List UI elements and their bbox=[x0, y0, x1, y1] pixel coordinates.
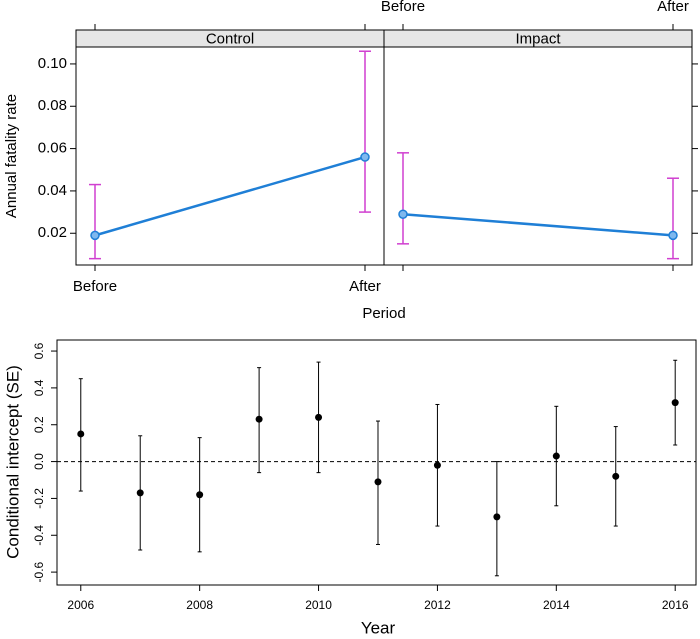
plot-frame bbox=[56, 339, 697, 586]
x-tick-label: 2010 bbox=[305, 598, 332, 612]
panel-frame bbox=[75, 46, 385, 266]
y-tick-label: 0.2 bbox=[32, 416, 46, 433]
y-axis-label: Conditional intercept (SE) bbox=[3, 365, 22, 559]
point bbox=[671, 399, 679, 407]
point bbox=[433, 461, 441, 469]
x-tick-label: 2006 bbox=[67, 598, 94, 612]
y-tick-label: 0.04 bbox=[38, 182, 67, 199]
x-tick-label: 2016 bbox=[662, 598, 689, 612]
point bbox=[315, 413, 323, 421]
point bbox=[77, 430, 85, 438]
y-tick-label: -0.2 bbox=[32, 488, 46, 509]
x-tick-label: 2008 bbox=[186, 598, 213, 612]
y-tick-label: 0.4 bbox=[32, 379, 46, 396]
x-tick-label: 2014 bbox=[543, 598, 570, 612]
point bbox=[196, 491, 204, 499]
y-tick-label: 0.0 bbox=[32, 453, 46, 470]
point bbox=[552, 452, 560, 460]
line bbox=[402, 212, 674, 237]
x-tick-label: Before bbox=[73, 278, 117, 295]
point bbox=[668, 230, 678, 241]
point bbox=[374, 478, 382, 486]
point bbox=[360, 152, 370, 162]
point bbox=[612, 472, 620, 480]
y-tick-label: 0.6 bbox=[32, 342, 46, 359]
x-axis-label: Period bbox=[362, 305, 405, 322]
strip-label: Control bbox=[206, 30, 254, 47]
y-axis-label: Annual fatality rate bbox=[3, 94, 20, 218]
point bbox=[90, 230, 100, 241]
y-tick-label: -0.4 bbox=[32, 525, 46, 546]
strip-label: Impact bbox=[515, 30, 561, 47]
line bbox=[94, 155, 366, 237]
y-tick-label: 0.06 bbox=[38, 140, 67, 157]
x-tick-label: 2012 bbox=[424, 598, 451, 612]
point bbox=[255, 415, 263, 423]
panel-frame bbox=[383, 46, 693, 266]
point bbox=[398, 209, 408, 219]
point bbox=[493, 513, 501, 521]
x-tick-label: Before bbox=[381, 0, 425, 15]
x-axis-label: Year bbox=[361, 618, 396, 637]
x-tick-label: After bbox=[349, 278, 381, 295]
y-tick-label: -0.6 bbox=[32, 561, 46, 582]
y-tick-label: 0.02 bbox=[38, 224, 67, 241]
point bbox=[136, 489, 144, 497]
y-tick-label: 0.10 bbox=[38, 55, 67, 72]
y-tick-label: 0.08 bbox=[38, 97, 67, 114]
x-tick-label: After bbox=[657, 0, 689, 15]
